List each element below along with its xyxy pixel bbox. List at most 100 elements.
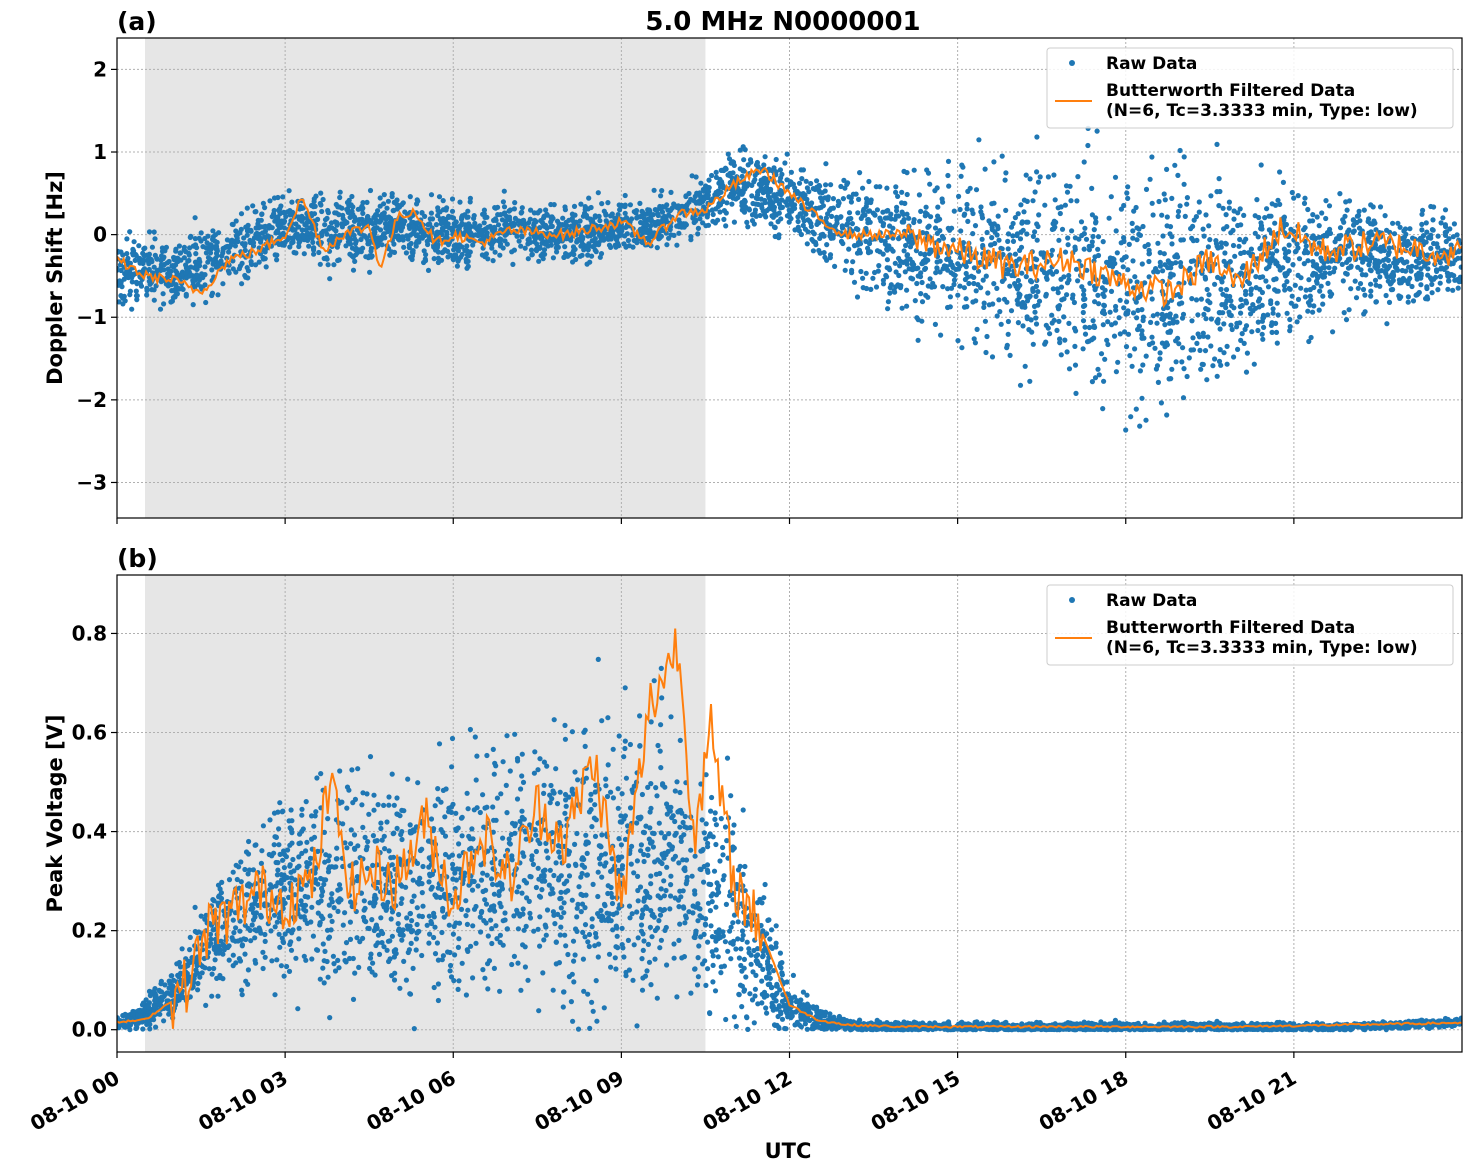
raw-data-point (1196, 209, 1202, 215)
raw-data-point (491, 224, 497, 230)
raw-data-point (842, 267, 848, 273)
raw-data-point (151, 229, 157, 235)
raw-data-point (771, 224, 778, 230)
raw-data-point (1307, 293, 1313, 299)
raw-data-point (1372, 264, 1378, 270)
raw-data-point (423, 252, 429, 258)
raw-data-point (1361, 311, 1367, 317)
raw-data-point (585, 252, 591, 258)
raw-data-point (1458, 264, 1462, 270)
raw-data-point (519, 218, 525, 224)
raw-data-point (558, 223, 564, 229)
legend-raw-marker (1069, 60, 1075, 66)
raw-data-point (1210, 363, 1216, 369)
raw-data-point (884, 247, 890, 253)
raw-data-point (762, 154, 768, 160)
raw-data-point (983, 349, 989, 356)
raw-data-point (844, 181, 850, 187)
raw-data-point (1272, 220, 1278, 226)
raw-data-point (932, 321, 939, 327)
raw-data-point (1159, 311, 1165, 317)
raw-data-point (1180, 395, 1187, 401)
raw-data-point (1200, 333, 1207, 339)
raw-data-point (440, 217, 446, 223)
raw-data-point (501, 204, 508, 210)
raw-data-point (761, 162, 767, 168)
raw-data-point (740, 189, 746, 195)
raw-data-point (127, 229, 133, 235)
raw-data-point (391, 207, 397, 213)
raw-data-point (588, 204, 594, 211)
raw-data-point (1155, 240, 1161, 246)
raw-data-point (1073, 266, 1080, 272)
raw-data-point (665, 207, 671, 213)
raw-data-point (863, 270, 869, 276)
raw-data-point (1255, 319, 1261, 325)
raw-data-point (1236, 243, 1242, 249)
raw-data-point (1140, 223, 1146, 230)
raw-data-point (378, 235, 384, 241)
y-tick-label: −1 (76, 305, 107, 329)
raw-data-point (1356, 208, 1362, 214)
raw-data-point (453, 252, 459, 258)
raw-data-point (850, 259, 856, 265)
raw-data-point (989, 235, 995, 241)
raw-data-point (1384, 321, 1390, 327)
raw-data-point (861, 206, 867, 212)
raw-data-point (1111, 333, 1118, 339)
raw-data-point (1050, 286, 1056, 292)
raw-data-point (1308, 297, 1314, 303)
raw-data-point (187, 245, 193, 251)
raw-data-point (1130, 228, 1136, 234)
raw-data-point (1362, 292, 1368, 298)
raw-data-point (760, 190, 766, 196)
raw-data-point (800, 167, 807, 173)
raw-data-point (876, 263, 882, 269)
raw-data-point (519, 209, 525, 215)
raw-data-point (1215, 274, 1221, 280)
raw-data-point (271, 810, 278, 816)
raw-data-point (737, 166, 743, 172)
raw-data-point (571, 203, 578, 209)
raw-data-point (443, 207, 449, 213)
raw-data-point (407, 194, 413, 200)
y-axis-label: Doppler Shift [Hz] (43, 171, 67, 385)
raw-data-point (776, 235, 782, 241)
raw-data-point (697, 913, 703, 919)
raw-data-point (248, 259, 254, 265)
raw-data-point (350, 254, 356, 260)
raw-data-point (733, 946, 739, 952)
raw-data-point (1146, 258, 1152, 265)
raw-data-point (1400, 241, 1406, 248)
raw-data-point (934, 230, 941, 236)
raw-data-point (1139, 261, 1145, 267)
raw-data-point (1413, 264, 1419, 270)
raw-data-point (349, 245, 356, 251)
raw-data-point (973, 288, 979, 294)
raw-data-point (304, 839, 310, 845)
raw-data-point (1237, 206, 1243, 212)
raw-data-point (1133, 406, 1139, 412)
raw-data-point (1134, 315, 1140, 321)
raw-data-point (355, 217, 361, 223)
raw-data-point (1405, 294, 1411, 300)
raw-data-point (1034, 221, 1040, 227)
raw-data-point (1342, 213, 1348, 219)
raw-data-point (571, 248, 577, 254)
raw-data-point (144, 292, 150, 298)
raw-data-point (1223, 287, 1230, 293)
raw-data-point (236, 230, 242, 236)
raw-data-point (512, 200, 518, 206)
raw-data-point (1398, 294, 1404, 300)
raw-data-point (1181, 366, 1187, 372)
raw-data-point (1423, 239, 1429, 245)
raw-data-point (964, 304, 970, 310)
raw-data-point (664, 242, 670, 248)
raw-data-point (1175, 254, 1181, 260)
raw-data-point (1143, 353, 1149, 359)
raw-data-point (367, 187, 374, 194)
raw-data-point (1291, 228, 1297, 235)
raw-data-point (1409, 283, 1415, 290)
raw-data-point (965, 188, 971, 194)
